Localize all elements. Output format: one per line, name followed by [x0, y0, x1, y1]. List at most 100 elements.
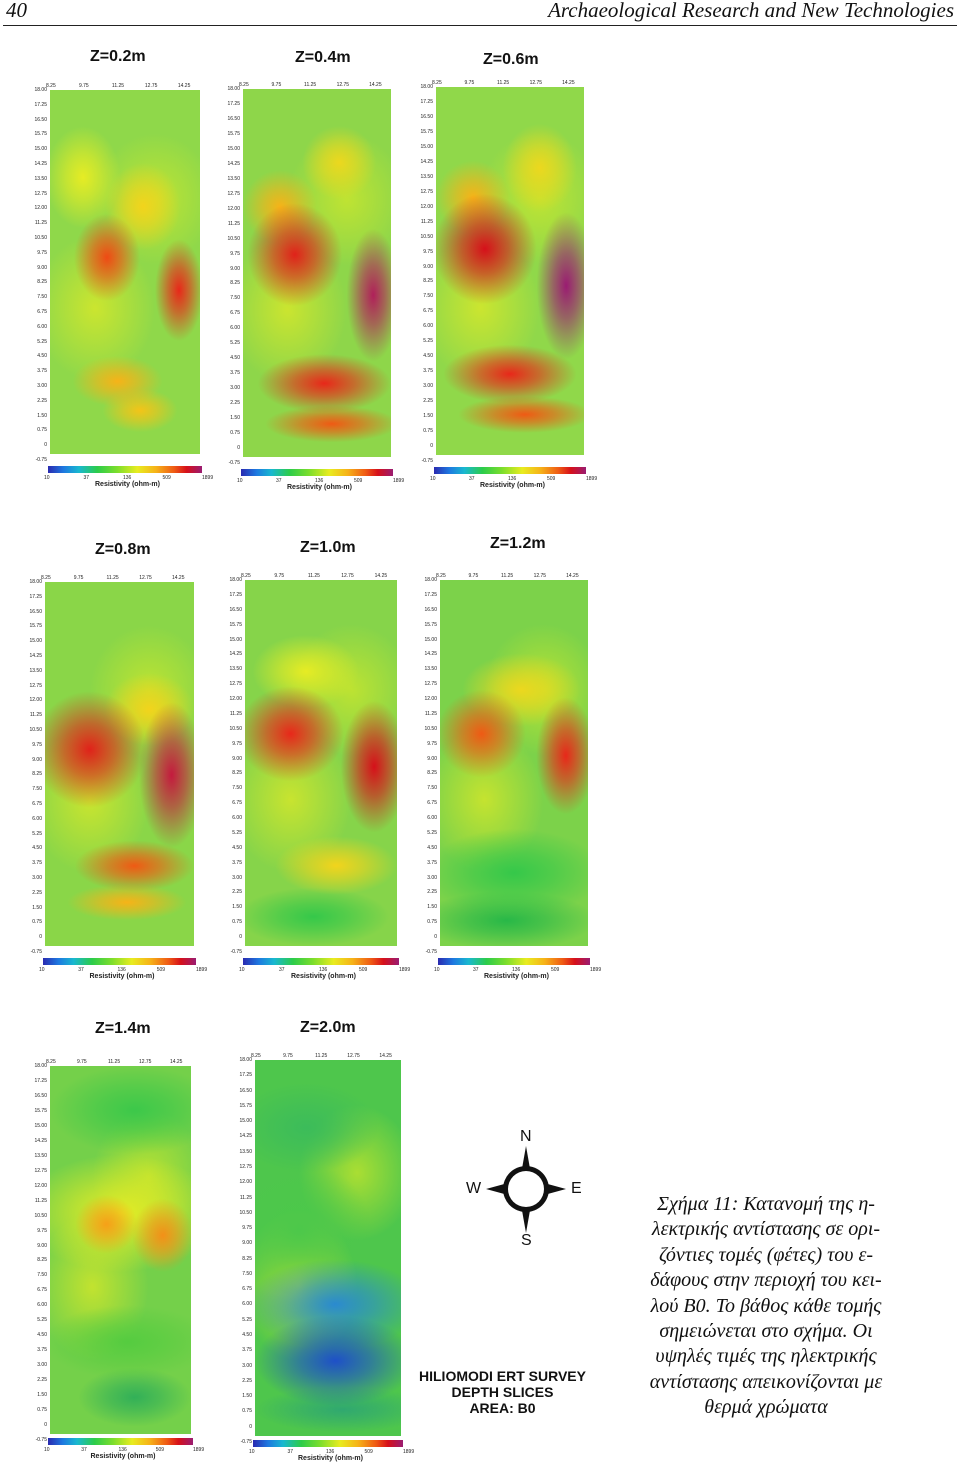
colorbar-tick-label: 10 [430, 476, 436, 482]
colorbar [43, 958, 196, 965]
y-tick-label: 9.00 [37, 1242, 47, 1249]
colorbar [434, 467, 586, 474]
x-tick-label: 14.25 [379, 1053, 392, 1059]
x-tick-label: 8.25 [251, 1053, 261, 1059]
y-tick-label: 0 [434, 934, 437, 941]
colorbar [253, 1440, 403, 1447]
y-tick-label: 13.50 [29, 667, 42, 674]
y-tick-label: 9.00 [427, 755, 437, 762]
y-tick-label: 10.50 [229, 725, 242, 732]
colorbar-tick-label: 136 [118, 1447, 127, 1453]
colorbar-tick-label: 509 [551, 967, 560, 973]
y-tick-label: 6.75 [423, 308, 433, 315]
y-tick-label: 9.00 [232, 755, 242, 762]
y-tick-label: 5.25 [37, 1317, 47, 1324]
y-tick-label: 12.75 [34, 1167, 47, 1174]
colorbar [438, 958, 590, 965]
y-tick-label: 7.50 [32, 786, 42, 793]
y-tick-label: 4.50 [427, 844, 437, 851]
y-tick-label: 6.00 [232, 815, 242, 822]
y-tick-label: 12.75 [420, 188, 433, 195]
y-tick-label: 1.50 [37, 412, 47, 419]
colorbar-tick-label: 509 [156, 967, 166, 973]
y-tick-label: 4.50 [242, 1332, 252, 1339]
y-tick-label: 3.00 [232, 874, 242, 881]
y-tick-label: 4.50 [423, 353, 433, 360]
y-tick-label: 11.25 [420, 218, 433, 225]
y-tick-label: -0.75 [228, 460, 240, 466]
colorbar-tick-label: 10 [39, 967, 45, 973]
y-tick-label: 3.75 [232, 859, 242, 866]
y-tick-label: 6.00 [230, 325, 240, 332]
x-tick-label: 14.25 [566, 573, 579, 579]
y-tick-label: 18.00 [34, 1063, 47, 1069]
y-tick-label: 9.00 [230, 265, 240, 272]
y-tick-label: 14.25 [34, 1137, 47, 1144]
y-tick-label: 10.50 [34, 235, 47, 241]
colorbar [48, 1438, 193, 1445]
y-tick-label: 0 [430, 443, 433, 450]
colorbar-tick-label: 1899 [393, 478, 405, 484]
x-tick-label: 11.25 [497, 80, 510, 86]
y-tick-label: 8.25 [423, 278, 433, 285]
x-tick-label: 11.25 [106, 575, 119, 581]
y-tick-label: 10.50 [239, 1209, 252, 1216]
x-tick-label: 11.25 [307, 573, 320, 579]
depth-label: Z=1.4m [95, 1020, 151, 1037]
x-tick-label: 9.75 [468, 573, 479, 579]
y-tick-label: 3.00 [423, 383, 433, 390]
x-tick-label: 12.75 [144, 83, 158, 89]
colorbar-title: Resistivity (ohm-m) [480, 482, 545, 489]
y-tick-label: 18.00 [29, 579, 42, 585]
x-tick-label: 14.25 [171, 575, 185, 581]
y-tick-label: 10.50 [420, 233, 433, 240]
caption-line: Σχήμα 11: Κατανομή της η- [657, 1193, 875, 1215]
survey-label-line: DEPTH SLICES [451, 1384, 554, 1400]
survey-label-line: HILIOMODI ERT SURVEY [419, 1368, 586, 1384]
colorbar-tick-label: 1899 [202, 475, 214, 481]
colorbar-tick-label: 10 [44, 1447, 50, 1453]
y-tick-label: 5.25 [230, 340, 240, 347]
y-tick-label: 5.25 [427, 829, 437, 836]
x-tick-label: 8.25 [41, 575, 51, 581]
y-tick-label: 9.75 [32, 741, 42, 748]
y-tick-label: 2.25 [230, 400, 240, 407]
x-tick-label: 8.25 [46, 83, 56, 89]
y-tick-label: 11.25 [227, 220, 240, 227]
x-tick-label: 11.25 [111, 83, 125, 89]
y-tick-label: 12.00 [34, 1182, 47, 1189]
y-tick-label: -0.75 [35, 1437, 47, 1443]
y-tick-label: 6.75 [37, 1287, 47, 1294]
y-tick-label: 9.75 [37, 1227, 47, 1234]
y-tick-label: 6.00 [427, 815, 437, 822]
colorbar-title: Resistivity (ohm-m) [287, 484, 352, 491]
y-tick-label: 5.25 [232, 829, 242, 836]
y-tick-label: 0.75 [37, 427, 47, 434]
colorbar-tick-label: 10 [434, 967, 440, 973]
colorbar-tick-label: 509 [155, 1447, 165, 1453]
y-tick-label: 7.50 [242, 1270, 252, 1277]
caption-line: σημειώνεται στο σχήμα. Οι [659, 1320, 873, 1343]
resistivity-map [50, 1066, 191, 1434]
compass-north-label: N [520, 1128, 532, 1145]
colorbar-tick-label: 136 [326, 1449, 335, 1455]
y-tick-label: 15.00 [420, 143, 433, 150]
x-tick-label: 8.25 [46, 1059, 56, 1065]
y-tick-label: 4.50 [230, 355, 240, 362]
caption-line: λού Β0. Το βάθος κάθε τομής [650, 1294, 882, 1317]
colorbar-tick-label: 509 [354, 478, 363, 484]
y-tick-label: 2.25 [242, 1377, 252, 1384]
y-tick-label: 5.25 [32, 830, 42, 837]
y-tick-label: 6.75 [232, 800, 242, 807]
y-tick-label: 12.00 [229, 696, 242, 703]
y-tick-label: 9.75 [37, 249, 47, 256]
colorbar-tick-label: 10 [44, 475, 50, 481]
colorbar-tick-label: 10 [249, 1449, 255, 1455]
y-tick-label: 0 [239, 934, 242, 941]
y-tick-label: -0.75 [425, 949, 437, 955]
y-tick-label: 1.50 [230, 415, 240, 422]
compass-south-label: S [521, 1232, 532, 1249]
y-tick-label: 0.75 [32, 919, 42, 926]
y-tick-label: 5.25 [37, 338, 47, 345]
y-tick-label: 3.00 [242, 1362, 252, 1369]
